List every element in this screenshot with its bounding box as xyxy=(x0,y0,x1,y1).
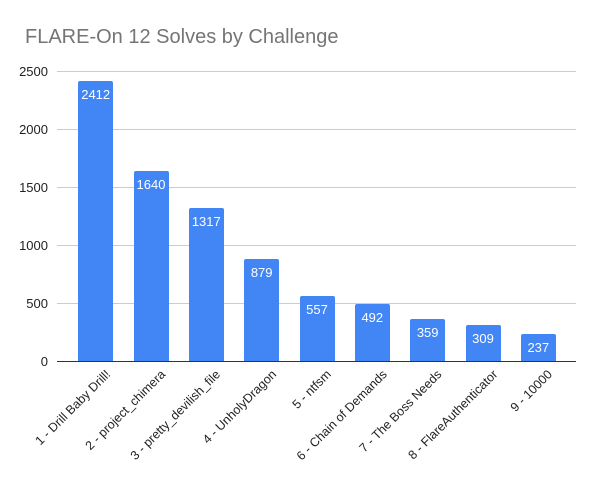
bar-value-label: 1640 xyxy=(136,176,166,192)
x-axis-category-label: 9 - 10000 xyxy=(508,367,556,415)
y-axis-tick-label: 1000 xyxy=(19,238,48,253)
y-axis-tick-label: 2500 xyxy=(19,64,48,79)
bar-7: 359 xyxy=(410,319,446,361)
bar-5: 557 xyxy=(299,296,335,361)
bar-8: 309 xyxy=(465,325,501,361)
gridline-y-1500 xyxy=(57,187,576,188)
gridline-y-2500 xyxy=(57,71,576,72)
x-axis-line xyxy=(57,361,576,362)
bar-value-label: 359 xyxy=(416,325,439,341)
gridline-y-2000 xyxy=(57,129,576,130)
y-axis-tick-label: 2000 xyxy=(19,122,48,137)
gridline-y-1000 xyxy=(57,245,576,246)
bar-1: 2412 xyxy=(78,81,114,361)
bar-value-label: 309 xyxy=(472,331,494,347)
bar-4: 879 xyxy=(244,259,280,361)
chart-title: FLARE-On 12 Solves by Challenge xyxy=(25,26,339,48)
y-axis-tick-label: 1500 xyxy=(19,180,48,195)
bar-value-label: 237 xyxy=(527,339,550,355)
bar-6: 492 xyxy=(354,303,390,361)
x-axis-category-label: 5 - ntfsm xyxy=(289,367,335,412)
bar-2: 1640 xyxy=(133,170,169,361)
bar-value-label: 557 xyxy=(306,302,328,318)
y-axis-tick-label: 0 xyxy=(40,354,48,369)
bar-3: 1317 xyxy=(188,208,224,361)
bar-value-label: 879 xyxy=(250,265,273,280)
bar-value-label: 1317 xyxy=(191,214,221,230)
bar-value-label: 492 xyxy=(361,309,384,325)
y-axis-tick-label: 500 xyxy=(26,296,48,311)
bar-9: 237 xyxy=(520,333,556,361)
bar-value-label: 2412 xyxy=(81,87,111,103)
